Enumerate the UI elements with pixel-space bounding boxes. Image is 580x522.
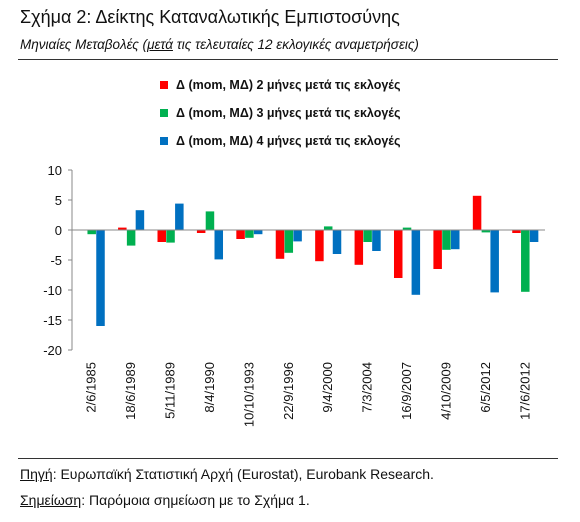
x-category-label: 7/3/2004 bbox=[360, 362, 375, 413]
bar-series-1 bbox=[512, 230, 521, 233]
y-tick-label: 0 bbox=[55, 223, 62, 238]
bar-series-1 bbox=[472, 195, 482, 230]
legend-item-series-1: Δ (mom, ΜΔ) 2 μήνες μετά τις εκλογές bbox=[160, 71, 400, 99]
legend-item-series-2: Δ (mom, ΜΔ) 3 μήνες μετά τις εκλογές bbox=[160, 99, 400, 127]
legend-label-series-2: Δ (mom, ΜΔ) 3 μήνες μετά τις εκλογές bbox=[176, 106, 401, 120]
source-text: : Ευρωπαϊκή Στατιστική Αρχή (Eurostat), … bbox=[52, 466, 434, 482]
bar-series-1 bbox=[393, 230, 403, 278]
bar-series-3 bbox=[135, 210, 145, 230]
bar-series-2 bbox=[481, 230, 491, 233]
bar-series-3 bbox=[96, 230, 105, 326]
bar-series-2 bbox=[363, 230, 372, 242]
subtitle-prefix: Μηνιαίες Μεταβολές ( bbox=[20, 37, 148, 52]
bar-series-2 bbox=[87, 230, 96, 235]
note-label: Σημείωση bbox=[20, 492, 82, 508]
bar-series-3 bbox=[293, 230, 302, 242]
bar-series-2 bbox=[402, 227, 412, 230]
legend-item-series-3: Δ (mom, ΜΔ) 4 μήνες μετά τις εκλογές bbox=[160, 127, 400, 155]
chart-subtitle: Μηνιαίες Μεταβολές (μετά τις τελευταίες … bbox=[20, 37, 419, 52]
note-text: : Παρόμοια σημείωση με το Σχήμα 1. bbox=[81, 492, 310, 508]
bar-series-2 bbox=[521, 230, 530, 292]
remark-note: Σημείωση: Παρόμοια σημείωση με το Σχήμα … bbox=[20, 492, 310, 508]
bar-series-1 bbox=[315, 230, 324, 262]
bar-series-2 bbox=[245, 230, 254, 238]
y-tick-label: 10 bbox=[48, 163, 62, 178]
bar-series-1 bbox=[236, 230, 245, 239]
bar-series-3 bbox=[175, 203, 184, 230]
bar-series-3 bbox=[490, 230, 499, 293]
x-category-label: 16/9/2007 bbox=[399, 362, 414, 420]
y-tick-label: -20 bbox=[43, 343, 62, 358]
bar-series-2 bbox=[442, 230, 451, 250]
bar-series-3 bbox=[529, 230, 539, 242]
chart-legend: Δ (mom, ΜΔ) 2 μήνες μετά τις εκλογές Δ (… bbox=[160, 71, 400, 155]
legend-swatch-series-2 bbox=[160, 109, 168, 117]
y-tick-label: -5 bbox=[50, 253, 62, 268]
bar-series-2 bbox=[323, 226, 333, 230]
subtitle-suffix: τις τελευταίες 12 εκλογικές αναμετρήσεις… bbox=[172, 37, 419, 52]
bar-series-1 bbox=[196, 230, 206, 233]
bar-series-1 bbox=[118, 227, 127, 230]
x-category-label: 8/4/1990 bbox=[202, 362, 217, 413]
bar-series-3 bbox=[372, 230, 381, 251]
bar-series-3 bbox=[214, 230, 224, 260]
x-category-label: 22/9/1996 bbox=[281, 362, 296, 420]
bar-series-2 bbox=[284, 230, 294, 253]
legend-swatch-series-1 bbox=[160, 81, 168, 89]
bar-series-1 bbox=[354, 230, 364, 265]
x-category-label: 9/4/2000 bbox=[320, 362, 335, 413]
bottom-divider bbox=[18, 458, 558, 459]
x-category-label: 2/6/1985 bbox=[84, 362, 99, 413]
x-category-label: 18/6/1989 bbox=[123, 362, 138, 420]
bar-series-2 bbox=[205, 211, 215, 230]
x-category-label: 5/11/1989 bbox=[163, 362, 178, 419]
bar-series-3 bbox=[411, 230, 421, 295]
source-label: Πηγή bbox=[20, 466, 53, 482]
source-note: Πηγή: Ευρωπαϊκή Στατιστική Αρχή (Eurosta… bbox=[20, 466, 434, 482]
bar-series-3 bbox=[253, 230, 263, 235]
x-category-label: 4/10/2009 bbox=[438, 362, 453, 420]
chart-title: Σχήμα 2: Δείκτης Καταναλωτικής Εμπιστοσύ… bbox=[20, 7, 400, 27]
subtitle-emphasis: μετά bbox=[147, 37, 173, 52]
bar-chart: 10 5 0 -5 -10 -15 -20 2/6/1985 18/6/1989 5/11/198… bbox=[43, 163, 545, 427]
bar-series-3 bbox=[451, 230, 460, 250]
top-divider bbox=[18, 59, 558, 60]
bar-series-2 bbox=[166, 230, 175, 243]
bar-series-2 bbox=[126, 230, 136, 246]
y-tick-label: -15 bbox=[43, 313, 62, 328]
bar-series-1 bbox=[275, 230, 285, 259]
bar-series-1 bbox=[433, 230, 442, 269]
y-tick-label: 5 bbox=[55, 193, 62, 208]
legend-label-series-1: Δ (mom, ΜΔ) 2 μήνες μετά τις εκλογές bbox=[176, 78, 401, 92]
x-category-label: 6/5/2012 bbox=[478, 362, 493, 413]
legend-swatch-series-3 bbox=[160, 137, 168, 145]
bar-series-1 bbox=[157, 230, 166, 242]
bar-series-3 bbox=[332, 230, 342, 254]
legend-label-series-3: Δ (mom, ΜΔ) 4 μήνες μετά τις εκλογές bbox=[176, 134, 401, 148]
x-category-label: 10/10/1993 bbox=[241, 362, 256, 427]
y-tick-label: -10 bbox=[43, 283, 62, 298]
x-category-label: 17/6/2012 bbox=[517, 362, 532, 420]
